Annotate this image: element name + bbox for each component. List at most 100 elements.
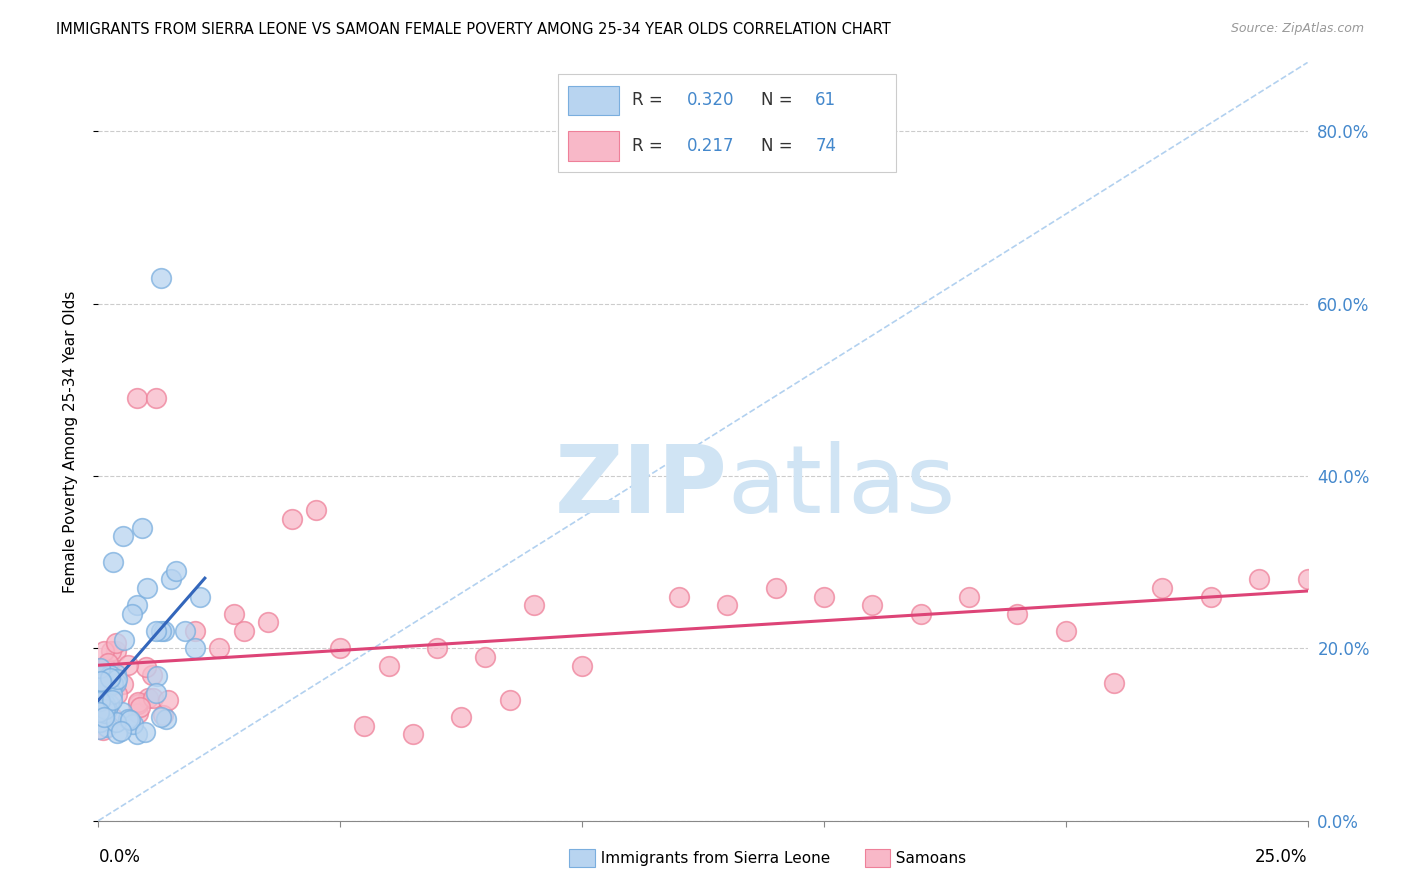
Point bbox=[89, 722, 111, 736]
Point bbox=[256, 615, 278, 630]
Point bbox=[152, 707, 174, 722]
Point bbox=[141, 667, 163, 681]
Point bbox=[89, 705, 111, 719]
Point bbox=[136, 691, 159, 706]
Point bbox=[668, 590, 690, 604]
Point bbox=[91, 701, 114, 715]
Text: 25.0%: 25.0% bbox=[1256, 848, 1308, 866]
Point bbox=[105, 672, 128, 686]
Point bbox=[117, 657, 139, 672]
Point bbox=[111, 529, 134, 543]
Point bbox=[813, 590, 835, 604]
Point bbox=[127, 695, 149, 709]
Point bbox=[98, 698, 121, 712]
Point bbox=[105, 667, 128, 681]
Point bbox=[135, 660, 157, 674]
Point bbox=[91, 723, 114, 738]
Point bbox=[1007, 607, 1029, 621]
Point bbox=[98, 671, 121, 685]
Point bbox=[90, 669, 112, 683]
Point bbox=[155, 712, 177, 726]
Point bbox=[142, 690, 165, 705]
Point bbox=[188, 590, 211, 604]
Point bbox=[91, 690, 114, 705]
Point bbox=[94, 673, 117, 688]
Text: 0.0%: 0.0% bbox=[98, 848, 141, 866]
Point bbox=[101, 677, 124, 691]
Point bbox=[91, 681, 114, 695]
Point bbox=[97, 678, 120, 692]
Point bbox=[571, 658, 593, 673]
Point bbox=[91, 703, 114, 717]
Point bbox=[523, 599, 546, 613]
Point bbox=[145, 392, 167, 406]
Point bbox=[90, 688, 112, 702]
Point bbox=[105, 725, 128, 739]
Point bbox=[222, 607, 245, 621]
Point bbox=[860, 599, 883, 613]
Point bbox=[145, 669, 167, 683]
Text: IMMIGRANTS FROM SIERRA LEONE VS SAMOAN FEMALE POVERTY AMONG 25-34 YEAR OLDS CORR: IMMIGRANTS FROM SIERRA LEONE VS SAMOAN F… bbox=[56, 22, 891, 37]
Point bbox=[160, 573, 183, 587]
Y-axis label: Female Poverty Among 25-34 Year Olds: Female Poverty Among 25-34 Year Olds bbox=[63, 291, 77, 592]
Point bbox=[105, 636, 128, 650]
Point bbox=[100, 692, 122, 706]
Point bbox=[377, 658, 399, 673]
Point bbox=[1152, 581, 1174, 595]
Point bbox=[111, 705, 134, 719]
Point bbox=[101, 555, 124, 569]
Point bbox=[91, 673, 114, 688]
Point bbox=[135, 581, 157, 595]
Text: Immigrants from Sierra Leone: Immigrants from Sierra Leone bbox=[591, 851, 830, 865]
Point bbox=[89, 695, 111, 709]
Point bbox=[131, 521, 153, 535]
Point bbox=[93, 680, 115, 694]
Point bbox=[98, 667, 121, 681]
Point bbox=[957, 590, 980, 604]
Point bbox=[150, 270, 173, 285]
Point bbox=[128, 700, 150, 714]
Point bbox=[156, 693, 179, 707]
Point bbox=[450, 710, 472, 724]
Point bbox=[105, 676, 128, 690]
Point bbox=[165, 564, 187, 578]
Point bbox=[91, 661, 114, 675]
Point bbox=[184, 624, 207, 639]
Point bbox=[127, 727, 149, 741]
Point bbox=[93, 660, 115, 674]
Point bbox=[91, 676, 114, 690]
Point bbox=[96, 720, 118, 734]
Point bbox=[127, 599, 149, 613]
Point bbox=[145, 624, 167, 639]
Point bbox=[91, 675, 114, 690]
Point bbox=[145, 686, 167, 700]
Point bbox=[112, 633, 135, 648]
Point bbox=[127, 392, 149, 406]
Point bbox=[134, 725, 156, 739]
Point bbox=[174, 624, 197, 639]
Point bbox=[426, 641, 449, 656]
Point bbox=[127, 697, 149, 711]
Point bbox=[329, 641, 352, 656]
Text: atlas: atlas bbox=[727, 441, 956, 533]
Point bbox=[1296, 573, 1319, 587]
Point bbox=[91, 680, 114, 694]
Point bbox=[152, 624, 174, 639]
Point bbox=[90, 673, 112, 688]
Point bbox=[104, 715, 127, 730]
Point bbox=[232, 624, 254, 639]
Point bbox=[96, 702, 118, 716]
Point bbox=[89, 694, 111, 708]
Point bbox=[1102, 675, 1125, 690]
Point bbox=[208, 641, 231, 656]
Point bbox=[90, 673, 112, 688]
Point bbox=[111, 677, 134, 691]
Point bbox=[474, 649, 496, 664]
Point bbox=[117, 712, 139, 726]
Text: ZIP: ZIP bbox=[554, 441, 727, 533]
Point bbox=[1054, 624, 1077, 639]
Point bbox=[89, 661, 111, 675]
Point bbox=[94, 701, 117, 715]
Point bbox=[96, 681, 118, 695]
Point bbox=[498, 693, 520, 707]
